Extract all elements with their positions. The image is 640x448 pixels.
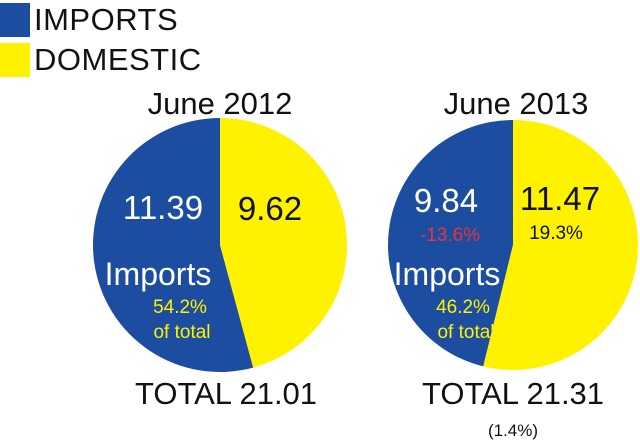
value-domestic-2013: 11.47 [520, 180, 600, 217]
imports-share-note-2013: of total [437, 322, 494, 343]
legend-swatch-imports [0, 3, 30, 37]
value-domestic-2012: 9.62 [238, 190, 302, 227]
total-2012: TOTAL 21.01 [135, 376, 317, 411]
value-imports-2013: 9.84 [414, 182, 478, 219]
change-imports-2013: -13.6% [420, 225, 480, 246]
slice-domestic-2012 [220, 118, 348, 368]
imports-share-note-2012: of total [153, 322, 210, 343]
legend-item-imports: IMPORTS [0, 0, 202, 40]
pie-june-2013: June 2013 9.84 -13.6% 11.47 19.3% Import… [387, 86, 638, 440]
total-change-2013: (1.4%) [488, 421, 538, 440]
pie-june-2012: June 2012 11.39 9.62 Imports 54.2% of to… [93, 86, 348, 411]
pie-title-2013: June 2013 [444, 86, 589, 121]
legend-item-domestic: DOMESTIC [0, 40, 202, 80]
change-domestic-2013: 19.3% [529, 223, 583, 244]
value-imports-2012: 11.39 [123, 189, 203, 226]
legend-label-domestic: DOMESTIC [34, 42, 202, 77]
imports-share-2013: 46.2% [436, 297, 490, 318]
imports-label-2012: Imports [105, 256, 212, 292]
legend: IMPORTS DOMESTIC [0, 0, 202, 80]
legend-swatch-domestic [0, 43, 30, 77]
total-2013: TOTAL 21.31 [422, 376, 604, 411]
imports-label-2013: Imports [394, 256, 501, 292]
pie-title-2012: June 2012 [148, 86, 293, 121]
slice-domestic-2013 [483, 120, 638, 370]
legend-label-imports: IMPORTS [34, 2, 179, 37]
imports-share-2012: 54.2% [153, 297, 207, 318]
slice-imports-2013 [387, 120, 513, 367]
slice-imports-2012 [93, 118, 254, 373]
